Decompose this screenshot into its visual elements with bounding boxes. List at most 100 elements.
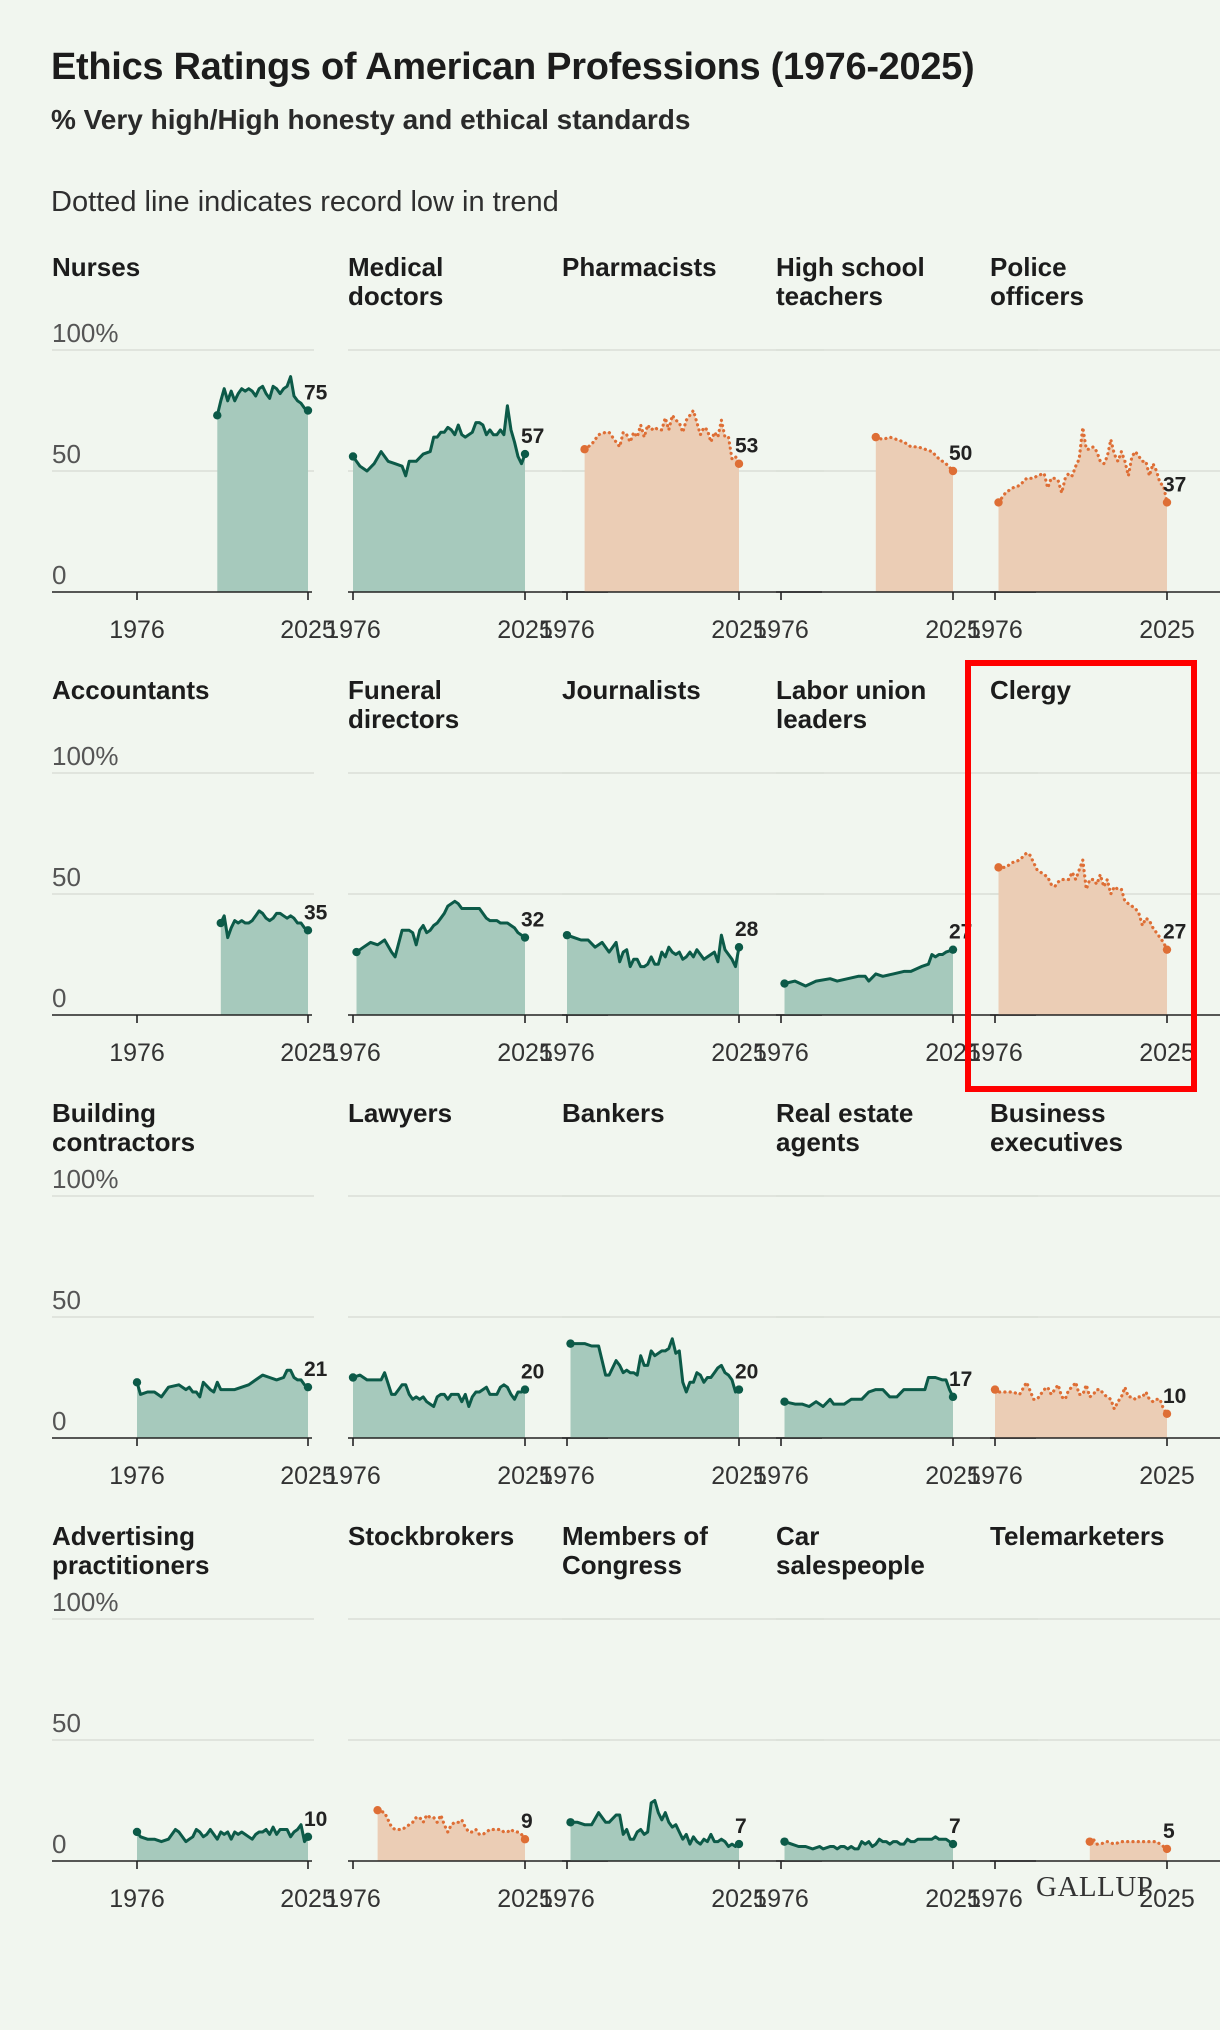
area-journalists xyxy=(567,935,739,1015)
last-value-label: 7 xyxy=(949,1815,961,1838)
start-point xyxy=(990,1385,1000,1394)
x-tick-label: 2025 xyxy=(1139,1885,1195,1913)
area-nurses xyxy=(217,376,308,592)
start-point xyxy=(580,445,589,454)
panel-title: Business executives xyxy=(990,1098,1123,1157)
line-lawyers xyxy=(351,1371,527,1408)
x-tick-label: 2025 xyxy=(497,1462,553,1490)
area-accountants xyxy=(220,910,308,1015)
x-tick-label: 1976 xyxy=(967,1462,1023,1490)
area-members-of-congress xyxy=(570,1800,739,1861)
line-funeral-directors xyxy=(355,899,527,959)
last-value-label: 20 xyxy=(521,1361,544,1384)
line-members-of-congress xyxy=(569,1799,741,1848)
area-lawyers xyxy=(353,1372,525,1438)
line-real-estate-agents xyxy=(783,1376,955,1408)
gallup-logo: GALLUP xyxy=(1036,1871,1154,1903)
end-point xyxy=(734,943,744,952)
end-point xyxy=(734,1385,744,1394)
end-point xyxy=(1162,1409,1172,1419)
last-value-label: 28 xyxy=(735,918,759,941)
x-tick-label: 2025 xyxy=(497,616,553,644)
panel-title: Labor union leaders xyxy=(776,675,926,734)
x-tick-label: 1976 xyxy=(539,1039,595,1067)
y-tick-label: 100% xyxy=(52,1164,119,1194)
panel-title: Building contractors xyxy=(52,1098,195,1157)
area-real-estate-agents xyxy=(784,1377,953,1438)
x-tick-label: 1976 xyxy=(967,1885,1023,1913)
chart-title: Ethics Ratings of American Professions (… xyxy=(51,46,975,88)
area-police-officers xyxy=(998,427,1167,592)
line-high-school-teachers xyxy=(874,435,955,473)
x-tick-label: 2025 xyxy=(711,616,767,644)
y-tick-label: 100% xyxy=(52,741,119,771)
start-point xyxy=(994,863,1003,872)
panel-title: Funeral directors xyxy=(348,675,459,734)
end-point xyxy=(948,945,958,954)
x-tick-label: 2025 xyxy=(280,1885,336,1913)
x-tick-label: 2025 xyxy=(1139,1462,1195,1490)
x-tick-label: 1976 xyxy=(109,616,165,644)
start-point xyxy=(132,1378,142,1387)
x-tick-label: 2025 xyxy=(1139,1039,1195,1067)
x-tick-label: 1976 xyxy=(753,1885,809,1913)
start-point xyxy=(348,1373,358,1382)
line-car-salespeople xyxy=(783,1835,955,1851)
start-point xyxy=(132,1827,142,1837)
panel-title: Advertising practitioners xyxy=(52,1521,210,1580)
end-point xyxy=(520,1385,530,1394)
x-tick-label: 2025 xyxy=(280,1462,336,1490)
area-building-contractors xyxy=(137,1370,308,1438)
panel-building-contractors: Building contractors 0 50 100% 21 1976 2025 xyxy=(52,1098,336,1490)
start-point xyxy=(871,432,880,442)
end-point xyxy=(303,926,313,935)
last-value-label: 27 xyxy=(1163,921,1186,944)
line-advertising-practitioners xyxy=(135,1823,310,1844)
x-tick-label: 2025 xyxy=(280,616,336,644)
x-tick-label: 1976 xyxy=(539,1885,595,1913)
x-tick-label: 2025 xyxy=(711,1885,767,1913)
start-point xyxy=(216,918,225,928)
x-tick-label: 1976 xyxy=(325,1039,381,1067)
line-labor-union-leaders xyxy=(783,948,955,988)
highlight-box xyxy=(965,660,1197,1092)
x-tick-label: 1976 xyxy=(109,1885,165,1913)
panel-title: Pharmacists xyxy=(562,252,717,282)
panel-title: Stockbrokers xyxy=(348,1521,514,1551)
end-point xyxy=(520,933,530,942)
line-medical-doctors xyxy=(351,404,527,478)
x-tick-label: 1976 xyxy=(539,616,595,644)
start-point xyxy=(994,498,1003,507)
x-tick-label: 1976 xyxy=(753,1462,809,1490)
area-stockbrokers xyxy=(377,1810,525,1861)
y-tick-label: 0 xyxy=(52,983,66,1013)
end-point xyxy=(1162,1844,1172,1854)
x-tick-label: 1976 xyxy=(109,1462,165,1490)
line-telemarketers xyxy=(1088,1837,1169,1851)
last-value-label: 75 xyxy=(304,382,328,405)
last-value-label: 10 xyxy=(304,1808,327,1831)
x-tick-label: 1976 xyxy=(325,1462,381,1490)
panel-police-officers: Police officers 37 1976 2025 xyxy=(967,252,1220,644)
area-telemarketers xyxy=(1089,1839,1167,1861)
panel-telemarketers: Telemarketers 5 1976 2025 xyxy=(967,1521,1220,1913)
last-value-label: 37 xyxy=(1163,473,1186,496)
y-tick-label: 50 xyxy=(52,1285,81,1315)
last-value-label: 21 xyxy=(304,1358,328,1381)
start-point xyxy=(1085,1837,1094,1846)
end-point xyxy=(520,449,530,459)
start-point xyxy=(780,979,789,988)
panel-title: Real estate agents xyxy=(776,1098,913,1157)
panel-title: Lawyers xyxy=(348,1098,452,1128)
end-point xyxy=(948,1392,958,1402)
end-point xyxy=(1162,498,1172,507)
line-pharmacists xyxy=(583,408,741,466)
area-pharmacists xyxy=(584,410,739,592)
x-tick-label: 1976 xyxy=(967,1039,1023,1067)
x-tick-label: 2025 xyxy=(280,1039,336,1067)
start-point xyxy=(348,452,358,461)
area-high-school-teachers xyxy=(875,437,953,592)
line-building-contractors xyxy=(135,1368,310,1399)
